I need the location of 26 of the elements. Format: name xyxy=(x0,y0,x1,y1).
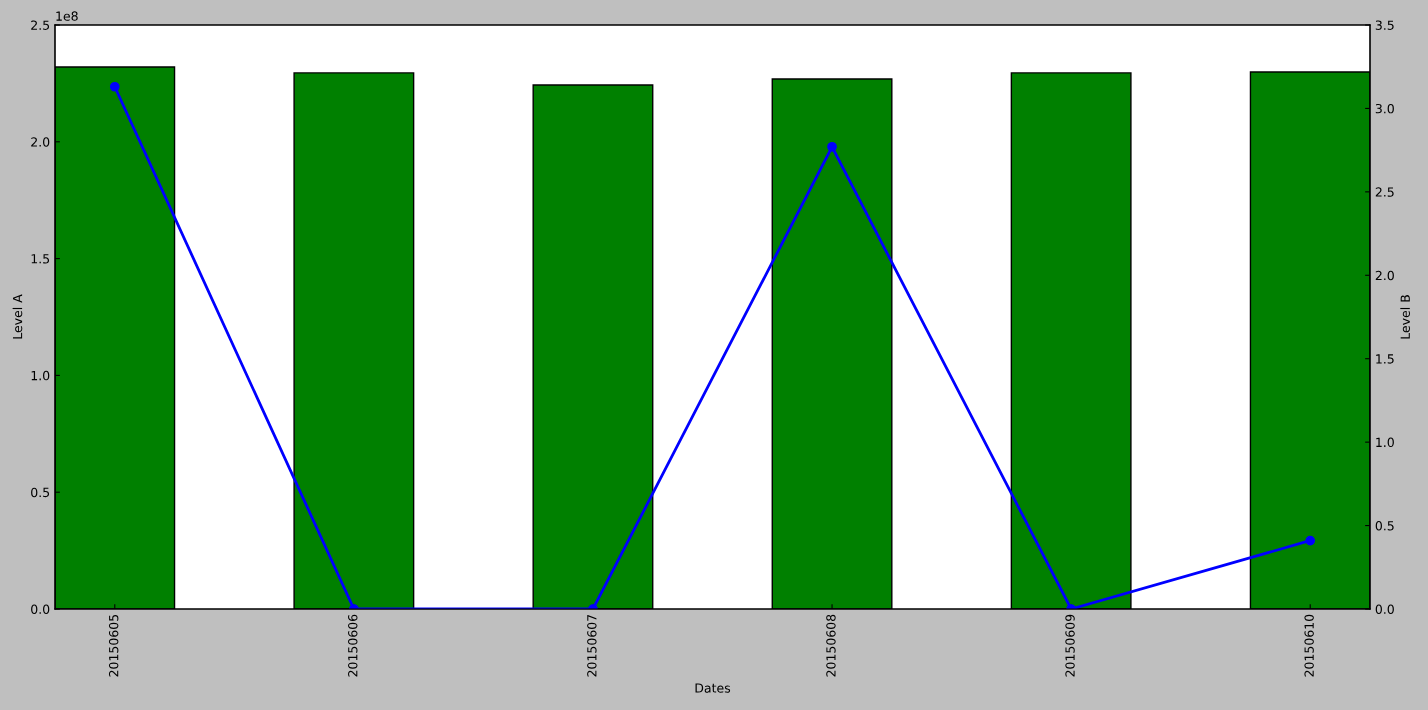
y2-tick-label: 1.5 xyxy=(1376,354,1394,364)
y2-tick-label: 0.5 xyxy=(1375,521,1394,531)
y2-tick-label: 3.0 xyxy=(1375,103,1394,114)
text: 1e8 xyxy=(56,11,78,21)
point xyxy=(109,81,120,92)
y-tick-label: 2.0 xyxy=(31,137,50,147)
y-tick-label: 0.0 xyxy=(31,604,50,614)
x-tick-label: 20150609 xyxy=(1065,614,1075,677)
y-tick-label: 0.5 xyxy=(31,487,50,498)
x-tick-label: 20150608 xyxy=(826,614,836,677)
y2-tick-label: 0.0 xyxy=(1375,604,1394,614)
y-tick-label: 2.5 xyxy=(31,20,50,30)
point xyxy=(827,141,837,152)
x-tick-label: 20150607 xyxy=(587,614,597,677)
x-tick-label: 20150610 xyxy=(1304,614,1314,677)
y-tick-label: 1.5 xyxy=(31,254,50,264)
y-axis-title: Level A xyxy=(12,294,23,339)
y2-tick-label: 2.0 xyxy=(1375,270,1394,281)
x-tick-label: 20150606 xyxy=(348,614,358,677)
y2-tick-label: 2.5 xyxy=(1375,187,1394,197)
x-tick-label: 20150605 xyxy=(108,614,119,677)
x-axis-title: Dates xyxy=(695,683,731,693)
y2-tick-label: 3.5 xyxy=(1375,20,1394,30)
y2-axis-title: Level B xyxy=(1400,295,1410,339)
y-tick-label: 1.0 xyxy=(31,370,50,381)
y2-tick-label: 1.0 xyxy=(1376,437,1394,448)
